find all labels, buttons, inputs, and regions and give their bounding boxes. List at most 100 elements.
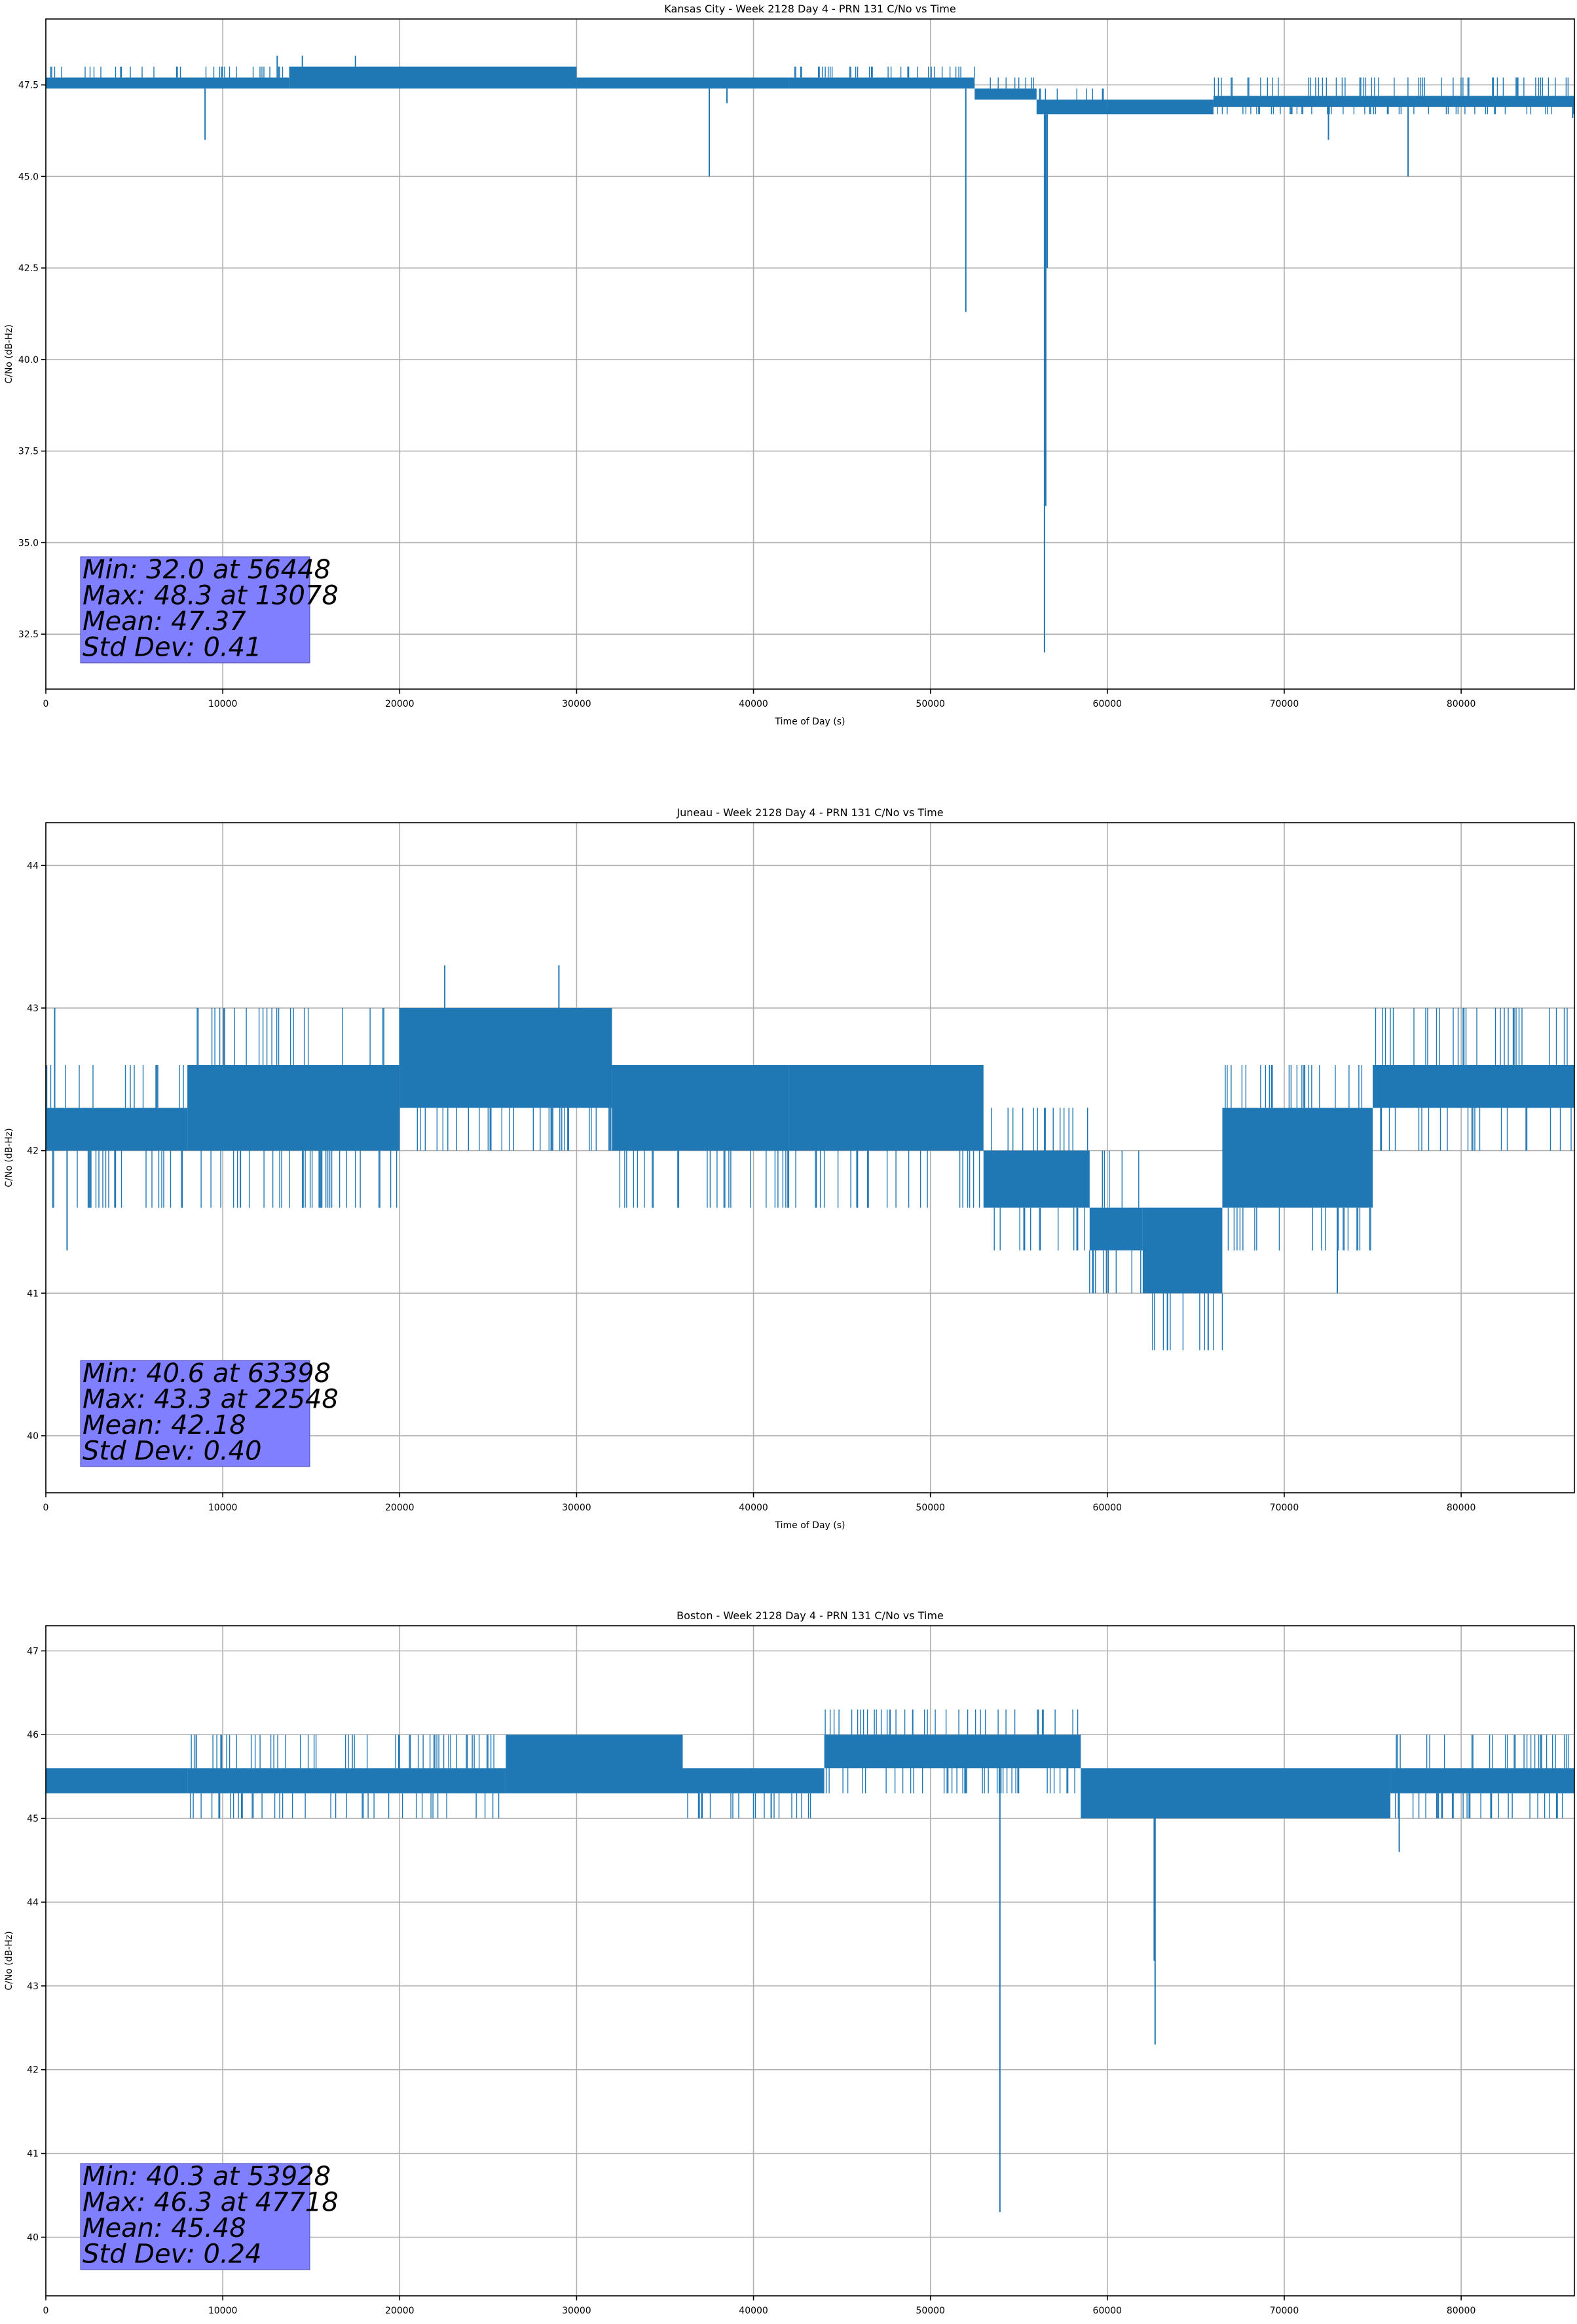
x-tick-label: 40000 [739, 699, 768, 709]
stats-line: Std Dev: 0.40 [83, 1436, 262, 1467]
chart-title: Juneau - Week 2128 Day 4 - PRN 131 C/No … [676, 806, 943, 819]
x-tick-label: 60000 [1093, 2306, 1122, 2316]
signal-excursion [687, 1793, 811, 1819]
y-axis-label: C/No (dB-Hz) [4, 1128, 14, 1187]
x-tick-label: 50000 [916, 1503, 945, 1513]
x-tick-label: 80000 [1447, 1503, 1476, 1513]
x-tick-label: 20000 [385, 699, 415, 709]
y-tick-label: 45.0 [18, 172, 39, 182]
y-tick-label: 46 [27, 1730, 39, 1740]
y-tick-label: 43 [27, 1981, 39, 1992]
signal-band [788, 1065, 984, 1151]
signal-excursion [1089, 1150, 1141, 1294]
signal-band [682, 1768, 825, 1793]
signal-band [1089, 1207, 1143, 1250]
signal-band [1107, 99, 1214, 115]
x-tick-label: 70000 [1270, 699, 1299, 709]
stats-line: Max: 43.3 at 22548 [83, 1385, 339, 1415]
stats-line: Mean: 47.37 [83, 607, 246, 637]
x-tick-label: 30000 [562, 1503, 591, 1513]
stats-box [80, 556, 310, 664]
signal-band [187, 1065, 400, 1151]
y-axis-label: C/No (dB-Hz) [4, 324, 14, 383]
stats-box [80, 2163, 310, 2270]
x-axis-label: Time of Day (s) [775, 717, 845, 727]
x-tick-label: 40000 [739, 2306, 768, 2316]
signal-band [506, 1734, 683, 1793]
x-tick-label: 40000 [739, 1503, 768, 1513]
stats-line: Max: 46.3 at 47718 [83, 2188, 339, 2218]
y-tick-label: 47.5 [18, 81, 39, 91]
series-line [46, 965, 1574, 1351]
x-tick-label: 50000 [916, 2306, 945, 2316]
chart-panel-0: 0 10000 20000 30000 40000 50000 60000 70000 8000… [4, 3, 1575, 727]
y-tick-label: 40 [27, 1431, 39, 1442]
y-tick-label: 45 [27, 1814, 39, 1824]
y-tick-label: 42.5 [18, 263, 39, 274]
signal-band [974, 88, 1037, 100]
signal-excursion [50, 66, 290, 78]
stats-line: Std Dev: 0.41 [83, 633, 262, 663]
y-tick-label: 35.0 [18, 538, 39, 548]
chart-title: Boston - Week 2128 Day 4 - PRN 131 C/No … [677, 1609, 944, 1622]
x-tick-label: 10000 [208, 2306, 238, 2316]
signal-excursion [794, 66, 975, 78]
signal-excursion [417, 1108, 612, 1151]
signal-band [289, 66, 577, 89]
stats-line: Max: 48.3 at 13078 [83, 581, 339, 611]
signal-excursion [196, 1008, 400, 1208]
stats-line: Min: 32.0 at 56448 [83, 555, 331, 585]
x-tick-label: 0 [43, 2306, 49, 2316]
signal-excursion [1375, 1008, 1572, 1151]
stats-line: Min: 40.3 at 53928 [83, 2162, 331, 2192]
stats-box [80, 1360, 310, 1467]
y-tick-label: 41 [27, 1288, 39, 1299]
stats-line: Mean: 42.18 [83, 1410, 246, 1440]
x-tick-label: 20000 [385, 2306, 415, 2316]
x-tick-label: 70000 [1270, 2306, 1299, 2316]
x-tick-label: 80000 [1447, 2306, 1476, 2316]
signal-excursion [46, 1065, 184, 1208]
y-tick-label: 47 [27, 1646, 39, 1657]
signal-band [187, 1768, 506, 1793]
stats-line: Min: 40.6 at 63398 [83, 1359, 331, 1389]
axes-frame [45, 18, 1575, 690]
signal-excursion [1039, 88, 1104, 100]
x-tick-label: 30000 [562, 699, 591, 709]
x-tick-label: 10000 [208, 699, 238, 709]
series-line [46, 1709, 1574, 2213]
y-tick-label: 40.0 [18, 355, 39, 365]
x-tick-label: 10000 [208, 1503, 238, 1513]
y-tick-label: 32.5 [18, 629, 39, 640]
y-tick-label: 44 [27, 1898, 39, 1908]
stats-line: Std Dev: 0.24 [83, 2240, 262, 2270]
signal-excursion [619, 1150, 790, 1208]
x-tick-label: 60000 [1093, 1503, 1122, 1513]
y-tick-label: 42 [27, 2065, 39, 2076]
x-tick-label: 50000 [916, 699, 945, 709]
signal-excursion [795, 1150, 980, 1208]
axes-frame [45, 822, 1575, 1493]
signal-band [576, 77, 789, 89]
y-tick-label: 40 [27, 2232, 39, 2243]
signal-excursion [1225, 1065, 1371, 1250]
chart-panel-2: 0 10000 20000 30000 40000 50000 60000 70000 8000… [4, 1609, 1575, 2324]
signal-band [983, 1150, 1090, 1208]
y-tick-label: 43 [27, 1003, 39, 1014]
signal-band [46, 77, 290, 89]
signal-band [1142, 1207, 1223, 1294]
signal-excursion [1214, 77, 1574, 115]
x-tick-label: 30000 [562, 2306, 591, 2316]
signal-excursion [991, 1108, 1088, 1250]
axes-frame [45, 1625, 1575, 2296]
signal-band [1036, 99, 1107, 115]
signal-band [1390, 1768, 1574, 1793]
chart-title: Kansas City - Week 2128 Day 4 - PRN 131 … [664, 3, 955, 15]
series-line [46, 55, 1574, 653]
y-tick-label: 42 [27, 1146, 39, 1157]
y-tick-label: 41 [27, 2149, 39, 2160]
y-tick-label: 37.5 [18, 447, 39, 457]
signal-band [1222, 1108, 1373, 1208]
signal-band [46, 1108, 188, 1151]
